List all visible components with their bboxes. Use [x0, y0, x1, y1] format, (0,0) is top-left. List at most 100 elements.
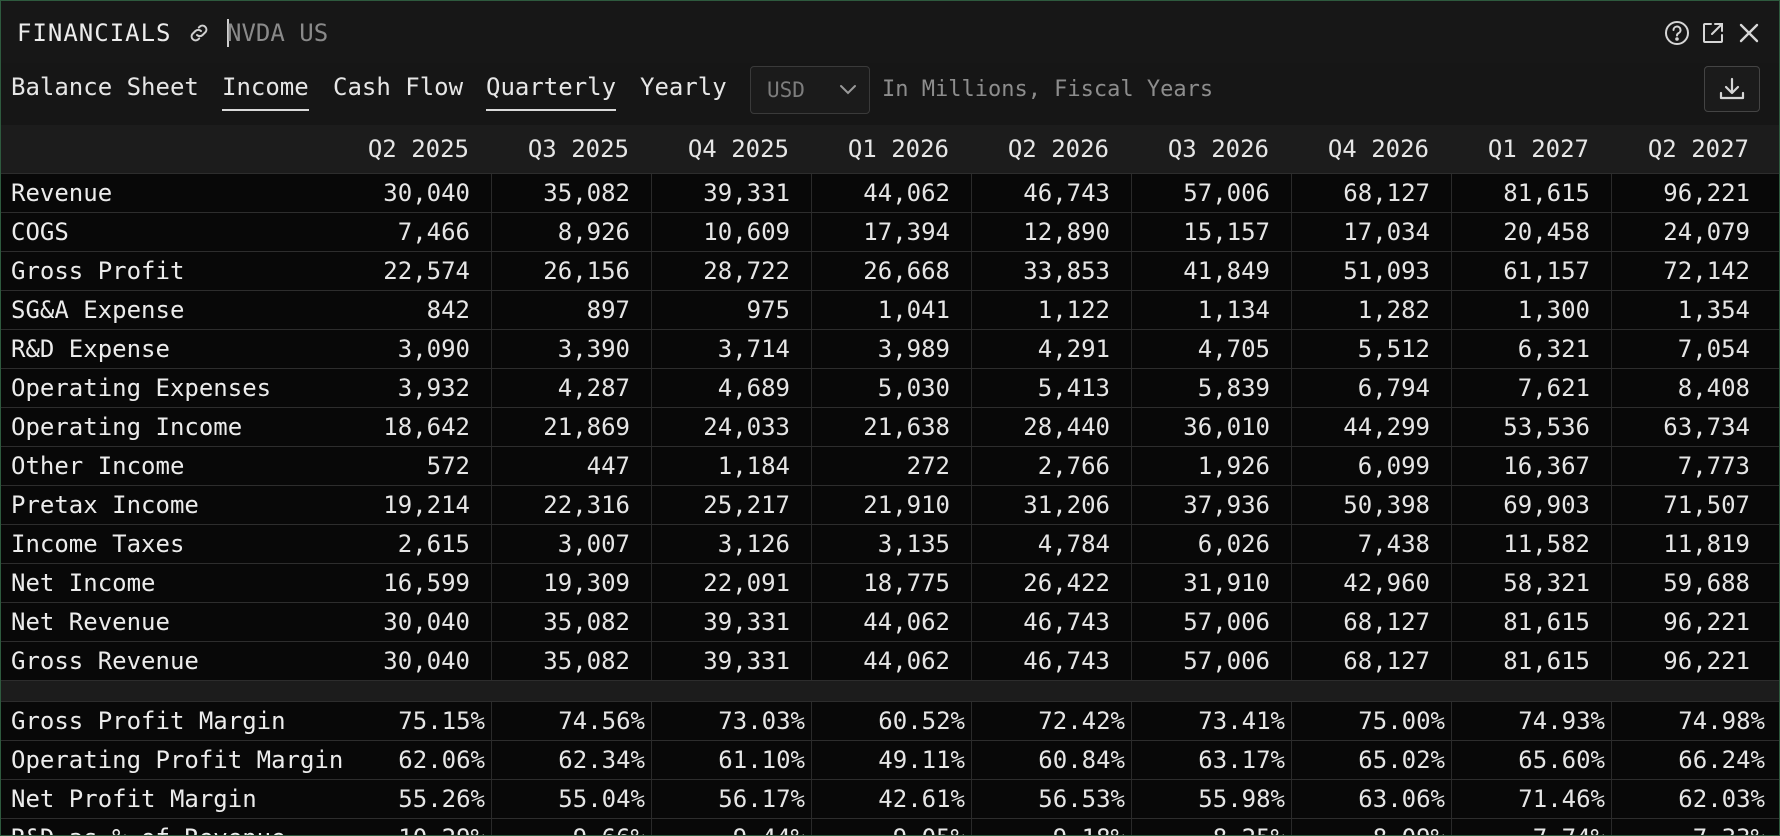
help-icon[interactable] [1664, 20, 1690, 46]
column-divider [1611, 603, 1612, 641]
table-cell: 842 [426, 296, 470, 324]
table-cell: 36,010 [1183, 413, 1270, 441]
column-header[interactable]: Q1 2026 [847, 135, 949, 163]
column-divider [651, 369, 652, 407]
column-header[interactable]: Q3 2026 [1167, 135, 1269, 163]
table-cell: 28,722 [703, 257, 790, 285]
column-header[interactable]: Q2 2025 [367, 135, 469, 163]
column-divider [491, 486, 492, 524]
table-cell: 68,127 [1343, 179, 1430, 207]
column-divider [971, 447, 972, 485]
table-cell: 57,006 [1183, 647, 1270, 675]
table-cell: 57,006 [1183, 608, 1270, 636]
table-cell: 7,438 [1357, 530, 1430, 558]
column-divider [811, 291, 812, 329]
column-divider [1451, 486, 1452, 524]
table-cell: 1,122 [1037, 296, 1110, 324]
table-cell: 62.34% [558, 746, 645, 774]
column-divider [1451, 252, 1452, 290]
table-cell: 20,458 [1503, 218, 1590, 246]
table-cell: 3,135 [877, 530, 950, 558]
table-cell: 63.06% [1358, 785, 1445, 813]
column-header[interactable]: Q2 2027 [1647, 135, 1749, 163]
popout-icon[interactable] [1700, 20, 1726, 46]
tab-cash-flow[interactable]: Cash Flow [333, 73, 464, 101]
column-header[interactable]: Q1 2027 [1487, 135, 1589, 163]
column-divider [1131, 330, 1132, 368]
column-divider [1291, 642, 1292, 680]
table-cell: 63.17% [1198, 746, 1285, 774]
table-cell: 1,300 [1517, 296, 1590, 324]
column-divider [1291, 780, 1292, 818]
table-row: Operating Expenses 3,932 4,287 4,689 5,030 5,… [1, 368, 1779, 407]
column-divider [971, 330, 972, 368]
ticker-input[interactable]: NVDA US [227, 19, 329, 47]
table-row: Operating Income 18,642 21,869 24,033 21,638… [1, 407, 1779, 446]
column-header[interactable]: Q4 2026 [1327, 135, 1429, 163]
table-cell: 44,062 [863, 608, 950, 636]
table-cell: 3,714 [717, 335, 790, 363]
tab-balance-sheet[interactable]: Balance Sheet [11, 73, 199, 101]
table-cell: 1,282 [1357, 296, 1430, 324]
table-cell: 8,926 [557, 218, 630, 246]
table-cell: 71.46% [1518, 785, 1605, 813]
table-cell: 3,090 [397, 335, 470, 363]
column-divider [1611, 252, 1612, 290]
column-header[interactable]: Q2 2026 [1007, 135, 1109, 163]
column-divider [811, 819, 812, 835]
table-cell: 10,609 [703, 218, 790, 246]
table-cell: 1,926 [1197, 452, 1270, 480]
table-cell: 3,932 [397, 374, 470, 402]
row-label: Gross Profit [11, 257, 185, 285]
table-cell: 7,466 [397, 218, 470, 246]
table-row: Gross Profit 22,574 26,156 28,722 26,668 33,8… [1, 251, 1779, 290]
table-row: COGS 7,466 8,926 10,609 17,394 12,890 15,157 17… [1, 212, 1779, 251]
row-label: R&D Expense [11, 335, 170, 363]
table-cell: 8.25% [1213, 824, 1285, 835]
table-cell: 15,157 [1183, 218, 1270, 246]
period-quarterly[interactable]: Quarterly [486, 73, 617, 111]
column-divider [811, 702, 812, 740]
column-divider [811, 780, 812, 818]
column-divider [971, 252, 972, 290]
table-row: R&D Expense 3,090 3,390 3,714 3,989 4,291 4,70… [1, 329, 1779, 368]
column-divider [1131, 408, 1132, 446]
column-divider [1291, 525, 1292, 563]
column-divider [1291, 408, 1292, 446]
currency-select[interactable]: USD [750, 66, 870, 114]
column-divider [811, 642, 812, 680]
column-divider [491, 741, 492, 779]
column-divider [1131, 564, 1132, 602]
column-divider [971, 780, 972, 818]
column-divider [1451, 174, 1452, 212]
column-divider [1291, 252, 1292, 290]
column-header[interactable]: Q4 2025 [687, 135, 789, 163]
table-cell: 24,033 [703, 413, 790, 441]
column-divider [971, 174, 972, 212]
column-divider [651, 408, 652, 446]
column-header[interactable]: Q3 2025 [527, 135, 629, 163]
table-row: Gross Profit Margin 75.15% 74.56% 73.03% 60.… [1, 701, 1779, 740]
table-row: Net Profit Margin 55.26% 55.04% 56.17% 42.61… [1, 779, 1779, 818]
table-cell: 81,615 [1503, 647, 1590, 675]
tab-income[interactable]: Income [222, 73, 309, 111]
table-cell: 31,206 [1023, 491, 1110, 519]
column-divider [1611, 741, 1612, 779]
table-cell: 447 [586, 452, 630, 480]
column-divider [1611, 447, 1612, 485]
column-divider [811, 603, 812, 641]
table-cell: 22,091 [703, 569, 790, 597]
download-button[interactable] [1704, 66, 1760, 112]
table-cell: 7,621 [1517, 374, 1590, 402]
table-cell: 81,615 [1503, 608, 1590, 636]
column-divider [1291, 741, 1292, 779]
link-icon[interactable] [187, 21, 211, 45]
close-icon[interactable] [1736, 20, 1762, 46]
column-divider [1291, 369, 1292, 407]
column-divider [1611, 702, 1612, 740]
period-yearly[interactable]: Yearly [640, 73, 727, 101]
table-cell: 75.00% [1358, 707, 1445, 735]
column-divider [811, 447, 812, 485]
table-cell: 19,214 [383, 491, 470, 519]
column-divider [651, 252, 652, 290]
